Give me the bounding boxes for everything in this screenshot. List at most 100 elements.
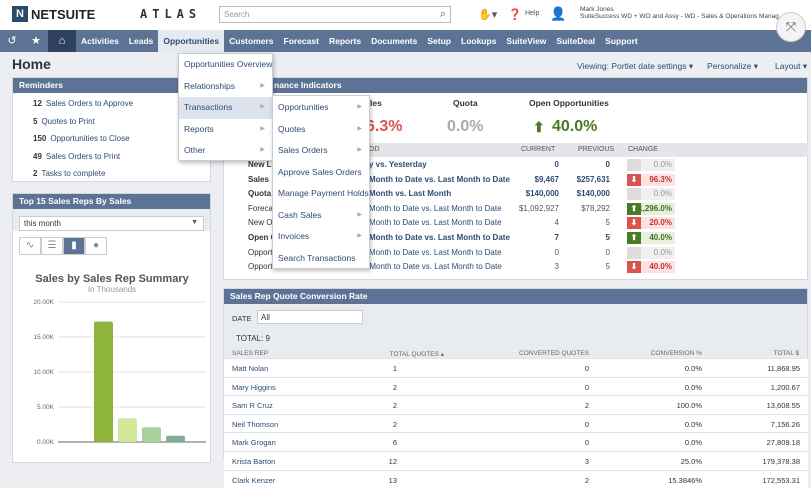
chevron-right-icon: ▶ [260,82,265,89]
col-total-dollars[interactable]: TOTAL $ [773,350,799,357]
nav-suiteview[interactable]: SuiteView [506,36,547,46]
period-link[interactable]: Month vs. Last Month [369,189,452,199]
nav-lookups[interactable]: Lookups [461,36,497,46]
reminder-item[interactable]: 12 Sales Orders to Approve [13,95,210,113]
sales-rep-link[interactable]: Mark Grogan [232,438,276,448]
nav-setup[interactable]: Setup [427,36,451,46]
period-link[interactable]: Month to Date vs. Last Month to Date [369,203,502,213]
horizontal-bar-icon[interactable]: ☰ [41,237,63,255]
down-arrow-icon: ⬇ [627,173,641,186]
reminder-item[interactable]: 150 Opportunities to Close [13,130,210,148]
previous-value[interactable]: $257,631 [576,174,610,184]
header-previous: PREVIOUS [578,146,615,153]
search-input[interactable]: Search ⌕ [219,6,451,23]
reminder-item[interactable]: 2 Tasks to complete [13,165,210,183]
help-icon[interactable]: ❓ [508,9,522,21]
current-value[interactable]: 0 [554,160,559,169]
period-link[interactable]: Month to Date vs. Last Month to Date [369,174,510,184]
submenu-item[interactable]: Manage Payment Holds [273,183,369,205]
col-total-quotes[interactable]: TOTAL QUOTES ▴ [389,351,444,358]
submenu-item[interactable]: Cash Sales ▶ [273,205,369,227]
recent-records-icon[interactable]: ✋▾ [478,9,498,21]
personalize-dropdown[interactable]: Personalize ▾ [707,61,759,71]
reminder-count: 2 [33,169,38,179]
current-value[interactable]: $9,467 [534,174,559,184]
bar[interactable] [142,427,161,442]
sales-rep-link[interactable]: Mary Higgins [232,382,276,392]
chevron-right-icon: ▶ [357,233,362,239]
indicator-name: New Op [248,218,277,228]
nav-documents[interactable]: Documents [371,36,418,46]
period-link[interactable]: This Month to Date vs. Last Month to Dat… [352,262,502,272]
bar[interactable] [94,321,113,442]
viewing-dropdown[interactable]: Viewing: Portlet date settings ▾ [577,61,694,71]
nav-reports[interactable]: Reports [328,36,362,46]
menu-other[interactable]: Other ▶ [179,140,272,162]
kpi-label-open-opps: Open Opportunities [529,98,609,108]
current-value: 3 [554,262,559,272]
period-link[interactable]: y vs. Yesterday [369,160,427,169]
sales-rep-link[interactable]: Sam R Cruz [232,401,273,411]
conversion-pct: 0.0% [684,382,702,392]
reminder-count: 150 [33,134,47,144]
reminder-label: Sales Orders to Print [45,151,121,161]
total-quotes: 12 [388,457,397,466]
line-chart-icon[interactable]: ∿ [19,237,41,255]
star-icon[interactable]: ★ [31,35,41,47]
bar[interactable] [166,435,185,442]
menu-relationships[interactable]: Relationships ▶ [179,76,272,98]
chevron-right-icon: ▶ [260,104,265,110]
sales-rep-link[interactable]: Neil Thomson [232,419,279,429]
change-badge: ⬆ 1,296.0% [627,202,675,215]
change-badge: 0.0% [627,188,675,201]
submenu-item[interactable]: Sales Orders ▶ [273,140,369,162]
period-link[interactable]: Month to Date vs. Last Month to Date [369,218,502,228]
netsuite-logo[interactable]: N NETSUITE [12,6,95,22]
menu-opportunities-overview[interactable]: Opportunities Overview [184,59,273,69]
period-link[interactable]: Month to Date vs. Last Month to Date [369,233,510,242]
menu-transactions[interactable]: Transactions ▶ [179,97,272,119]
submenu-item[interactable]: Quotes ▶ [273,119,369,141]
nav-activities[interactable]: Activities [81,36,119,46]
previous-value[interactable]: 0 [605,160,610,169]
avatar[interactable]: 👤 [550,6,567,21]
submenu-item[interactable]: Search Transactions [273,248,369,270]
nav-leads[interactable]: Leads [128,36,154,46]
current-value[interactable]: $140,000 [525,189,559,199]
menu-reports[interactable]: Reports ▶ [179,119,272,141]
user-menu[interactable]: Mark Jones SuiteSuccess WD + WO and Assy … [580,6,805,20]
sales-rep-link[interactable]: Clark Kenzer [232,475,276,485]
expand-icon[interactable]: ⤧ [776,12,806,42]
previous-value[interactable]: $140,000 [576,189,610,199]
previous-value[interactable]: 5 [605,233,610,242]
reminder-item[interactable]: 5 Quotes to Print [13,113,210,131]
pie-chart-icon[interactable]: ● [85,237,107,255]
sales-rep-link[interactable]: Matt Nolan [232,364,269,373]
nav-suitedeal[interactable]: SuiteDeal [556,36,596,46]
search-icon[interactable]: ⌕ [439,8,446,20]
submenu-item[interactable]: Approve Sales Orders [273,162,369,184]
layout-dropdown[interactable]: Layout ▾ [775,61,808,71]
nav-opportunities[interactable]: Opportunities [158,30,225,52]
bar[interactable] [118,418,137,442]
help-link[interactable]: Help [525,10,540,17]
reminder-item[interactable]: 49 Sales Orders to Print [13,148,210,166]
col-converted-quotes[interactable]: CONVERTED QUOTES [519,350,589,357]
date-filter-input[interactable]: All [257,310,363,324]
sales-rep-link[interactable]: Krista Barton [232,457,276,466]
submenu-item[interactable]: Opportunities ▶ [273,97,369,119]
total-dollars: 7,156.26 [770,419,800,429]
col-conversion-pct[interactable]: CONVERSION % [650,350,702,357]
col-sales-rep[interactable]: SALES REP [232,350,269,357]
indicator-name: Foreca [248,203,273,213]
home-icon[interactable]: ⌂ [48,30,76,52]
nav-support[interactable]: Support [605,36,638,46]
current-value[interactable]: 7 [554,233,559,242]
nav-customers[interactable]: Customers [229,36,274,46]
column-chart-icon[interactable]: ▮ [63,237,85,255]
recent-icon[interactable]: ↺ [7,35,17,47]
period-select[interactable]: this month ▼ [19,216,204,231]
submenu-item[interactable]: Invoices ▶ [273,226,369,248]
nav-forecast[interactable]: Forecast [283,36,319,46]
period-link[interactable]: Month to Date vs. Last Month to Date [369,247,502,257]
